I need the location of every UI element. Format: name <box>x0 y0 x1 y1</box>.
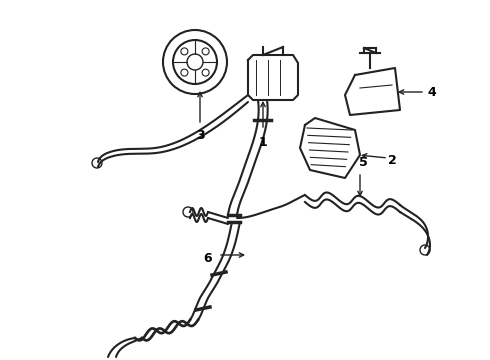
Text: 1: 1 <box>259 135 268 149</box>
Text: 3: 3 <box>196 129 204 141</box>
Text: 6: 6 <box>204 252 212 265</box>
Text: 5: 5 <box>359 156 368 168</box>
Text: 2: 2 <box>388 153 396 166</box>
Text: 4: 4 <box>428 86 437 99</box>
